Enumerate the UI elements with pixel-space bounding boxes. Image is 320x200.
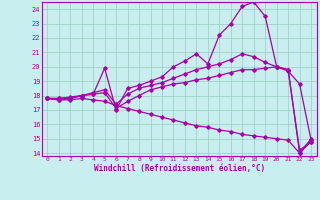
X-axis label: Windchill (Refroidissement éolien,°C): Windchill (Refroidissement éolien,°C) (94, 164, 265, 173)
